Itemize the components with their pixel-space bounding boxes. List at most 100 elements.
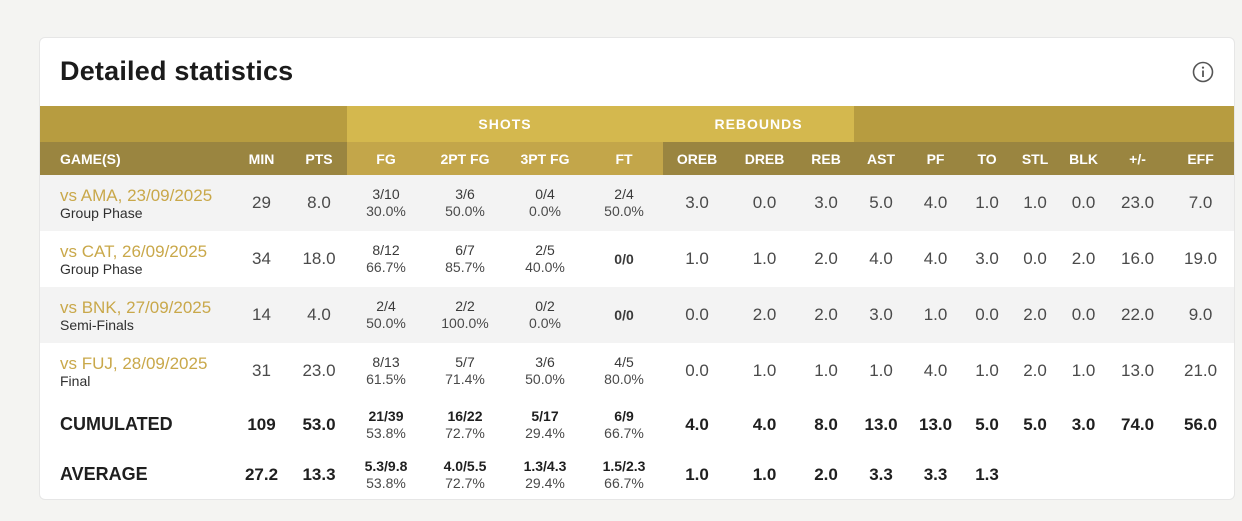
- cell-min: 109: [247, 414, 276, 434]
- cell-dreb: 1.0: [752, 249, 777, 268]
- cell-pf: 4.0: [908, 175, 964, 231]
- cell-min: 27.2: [244, 464, 279, 484]
- col-header-min[interactable]: MIN: [232, 142, 291, 175]
- cell-reb: 2.0: [814, 464, 838, 484]
- card-header: Detailed statistics: [40, 38, 1234, 106]
- col-header-2pt-fg[interactable]: 2PT FG: [425, 142, 505, 175]
- fg2-percentage: 71.4%: [445, 371, 485, 387]
- fg3-made-attempted: 0/4: [535, 186, 555, 202]
- ft-percentage: 80.0%: [604, 371, 644, 387]
- col-header-dreb[interactable]: DREB: [731, 142, 799, 175]
- game-cell: vs BNK, 27/09/2025 Semi-Finals: [40, 287, 232, 343]
- cell-blk: 0.0: [1059, 175, 1109, 231]
- fg2-percentage: 72.7%: [445, 424, 485, 441]
- cell-fg: 21/39 53.8%: [347, 399, 425, 450]
- game-link[interactable]: vs AMA, 23/09/2025: [60, 185, 213, 205]
- col-header-oreb[interactable]: OREB: [663, 142, 732, 175]
- cell-pts: 18.0: [302, 249, 336, 268]
- col-header-to[interactable]: TO: [963, 142, 1012, 175]
- cell-oreb: 0.0: [663, 287, 732, 343]
- cell-ft: 1.5/2.3 66.7%: [585, 450, 663, 499]
- col-header-plus-minus[interactable]: +/-: [1108, 142, 1168, 175]
- cell-to: 1.0: [975, 361, 999, 380]
- table-row: vs CAT, 26/09/2025 Group Phase 34 18.0 8…: [40, 231, 1234, 287]
- col-header-games[interactable]: GAME(S): [40, 142, 232, 175]
- col-header-reb[interactable]: REB: [798, 142, 855, 175]
- cell-pts: 23.0: [302, 361, 336, 380]
- page-title: Detailed statistics: [60, 56, 294, 86]
- cell-ast: 3.0: [854, 287, 909, 343]
- fg3-made-attempted: 5/17: [531, 407, 559, 424]
- cell-reb: 3.0: [798, 175, 855, 231]
- cell-plus-minus: 16.0: [1121, 249, 1155, 268]
- cell-eff: [1167, 450, 1234, 499]
- cell-3pt-fg: 5/17 29.4%: [505, 399, 585, 450]
- cell-blk: 3.0: [1071, 414, 1096, 434]
- fg-made-attempted: 8/13: [372, 354, 400, 370]
- fg-percentage: 53.8%: [366, 424, 406, 441]
- ft-made-attempted: 4/5: [614, 354, 634, 370]
- cell-min: 31: [252, 361, 271, 380]
- cell-oreb: 0.0: [685, 361, 709, 380]
- cell-3pt-fg: 0/4 0.0%: [505, 175, 585, 231]
- row-label: AVERAGE: [60, 464, 148, 484]
- cell-ft: 0/0: [585, 231, 663, 287]
- fg2-percentage: 50.0%: [445, 203, 485, 219]
- col-header-blk[interactable]: BLK: [1059, 142, 1109, 175]
- col-header-3pt-fg[interactable]: 3PT FG: [505, 142, 585, 175]
- cell-fg: 3/10 30.0%: [347, 175, 425, 231]
- cell-plus-minus: [1108, 450, 1167, 499]
- cell-to: 1.0: [963, 175, 1012, 231]
- game-link[interactable]: vs FUJ, 28/09/2025: [60, 353, 208, 373]
- cell-eff: 21.0: [1184, 361, 1218, 380]
- cell-2pt-fg: 5/7 71.4%: [425, 343, 505, 399]
- game-phase: Final: [60, 372, 91, 389]
- cell-stl: 1.0: [1011, 175, 1060, 231]
- fg3-percentage: 50.0%: [525, 371, 565, 387]
- cell-ft: 0/0: [585, 287, 664, 343]
- cell-oreb: 3.0: [663, 175, 732, 231]
- col-header-fg[interactable]: FG: [347, 142, 425, 175]
- ft-made-attempted: 2/4: [614, 186, 634, 202]
- game-link[interactable]: vs CAT, 26/09/2025: [60, 241, 208, 261]
- col-header-stl[interactable]: STL: [1011, 142, 1060, 175]
- col-header-eff[interactable]: EFF: [1167, 142, 1234, 175]
- cell-plus-minus: 22.0: [1108, 287, 1168, 343]
- cell-oreb: 1.0: [685, 464, 709, 484]
- fg3-percentage: 29.4%: [525, 474, 565, 491]
- cell-3pt-fg: 3/6 50.0%: [505, 343, 585, 399]
- cell-plus-minus: 13.0: [1121, 361, 1155, 380]
- column-header-row: GAME(S) MIN PTS FG 2PT FG 3PT FG FT OREB…: [40, 142, 1234, 175]
- table-row: vs AMA, 23/09/2025 Group Phase 29 8.0 3/…: [40, 175, 1234, 231]
- fg3-percentage: 40.0%: [525, 259, 565, 275]
- game-link[interactable]: vs BNK, 27/09/2025: [60, 297, 212, 317]
- cell-dreb: 1.0: [752, 464, 777, 484]
- cell-2pt-fg: 3/6 50.0%: [425, 175, 505, 231]
- info-icon[interactable]: [1192, 61, 1214, 83]
- col-header-ft[interactable]: FT: [585, 142, 664, 175]
- cell-fg: 8/12 66.7%: [347, 231, 425, 287]
- col-header-ast[interactable]: AST: [854, 142, 909, 175]
- game-cell: vs CAT, 26/09/2025 Group Phase: [40, 231, 232, 287]
- table-row: vs BNK, 27/09/2025 Semi-Finals 14 4.0 2/…: [40, 287, 1234, 343]
- cell-pf: 13.0: [919, 414, 953, 434]
- cell-ast: 5.0: [854, 175, 909, 231]
- row-label: CUMULATED: [60, 414, 173, 434]
- cell-dreb: 4.0: [752, 414, 777, 434]
- cell-pts: 8.0: [291, 175, 347, 231]
- cell-oreb: 4.0: [685, 414, 709, 434]
- fg-made-attempted: 21/39: [368, 407, 404, 424]
- fg3-percentage: 0.0%: [529, 315, 561, 331]
- cell-to: 0.0: [963, 287, 1012, 343]
- col-header-pts[interactable]: PTS: [291, 142, 347, 175]
- col-header-pf[interactable]: PF: [908, 142, 964, 175]
- fg-made-attempted: 2/4: [376, 298, 396, 314]
- cell-fg: 8/13 61.5%: [347, 343, 425, 399]
- fg-percentage: 50.0%: [366, 315, 406, 331]
- fg-percentage: 66.7%: [366, 259, 406, 275]
- fg2-percentage: 85.7%: [445, 259, 485, 275]
- game-phase: Semi-Finals: [60, 316, 134, 333]
- ft-percentage: 66.7%: [604, 474, 644, 491]
- game-cell: vs FUJ, 28/09/2025 Final: [40, 343, 232, 399]
- cell-stl: 5.0: [1023, 414, 1047, 434]
